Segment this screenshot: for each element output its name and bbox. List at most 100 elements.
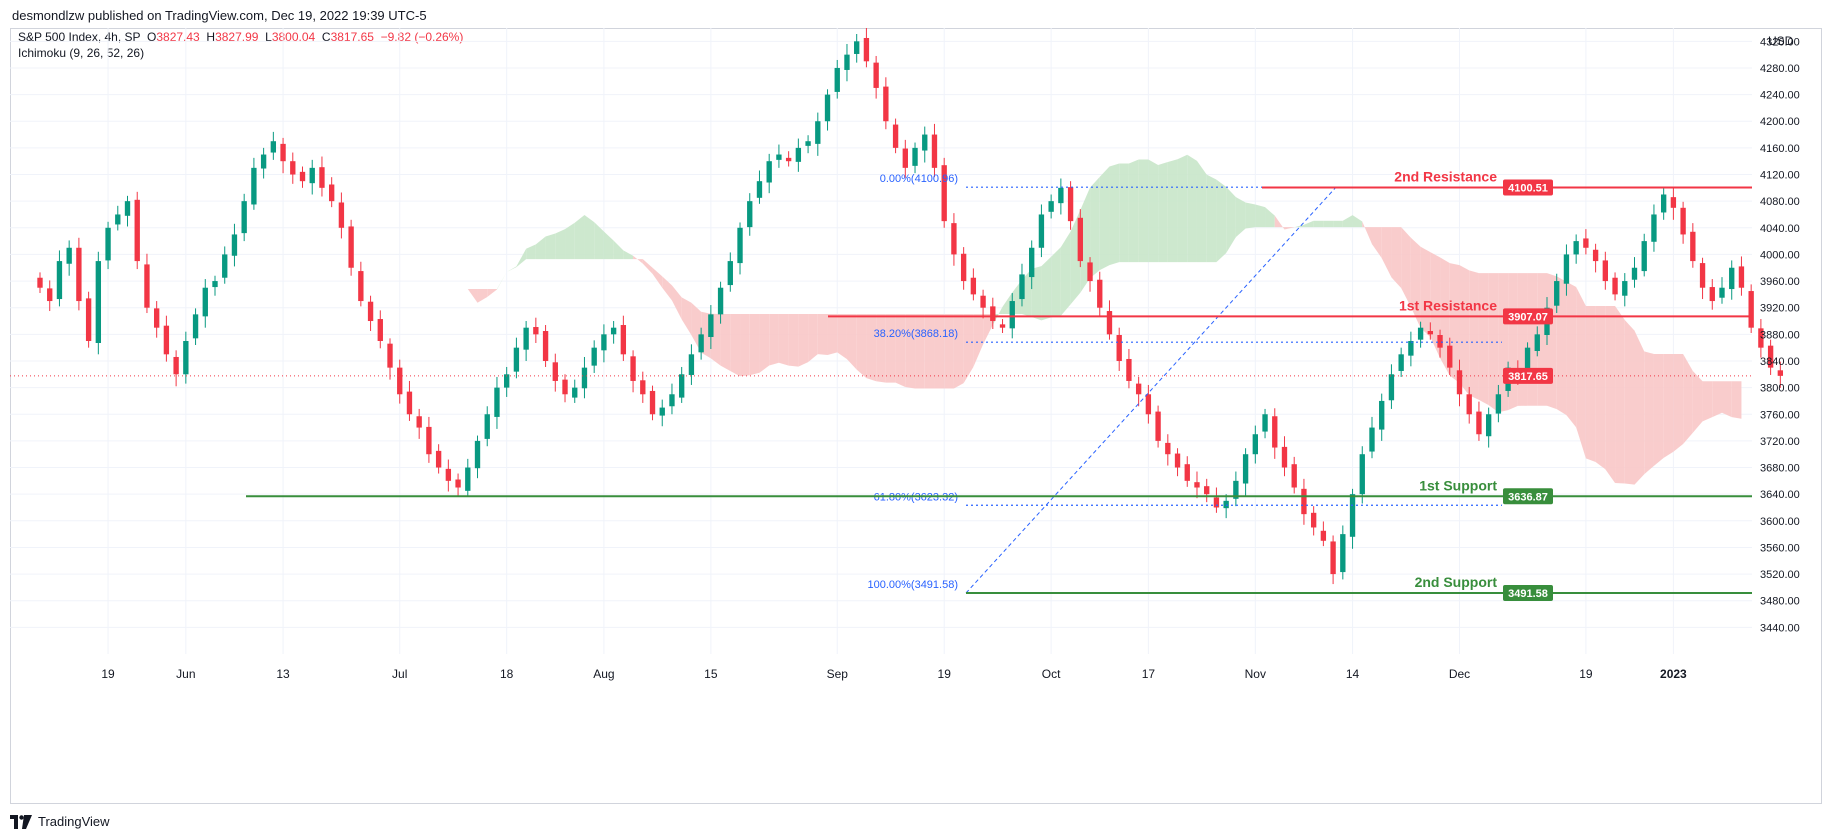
footer-brand: TradingView [38,814,110,829]
bearish-cloud-segment [740,314,750,377]
candle-body [231,234,238,256]
bullish-cloud-segment [1051,247,1061,318]
bearish-cloud-segment [1498,273,1509,413]
bearish-cloud-segment [953,314,964,389]
candle-body [805,141,811,146]
bullish-cloud-segment [1303,220,1314,228]
time-tick-label: 13 [276,667,290,681]
bearish-cloud-segment [1401,227,1411,308]
candle-body [192,314,199,339]
candle-body [513,347,520,372]
bearish-cloud-segment [788,314,799,367]
candle-body [76,247,82,302]
candle-body [115,214,121,225]
bearish-cloud-segment [778,314,789,366]
candle-body [640,380,646,395]
candle-body [630,356,636,381]
candle-body [912,147,918,166]
bullish-cloud-segment [1031,266,1042,321]
candle-body [795,147,802,162]
candle-body [533,327,539,335]
chart-frame[interactable] [10,28,1822,804]
candle-body [1204,486,1210,495]
time-tick-label: Jul [392,667,407,681]
bearish-cloud-segment [983,314,993,345]
candle-body [95,261,102,343]
candle-body [824,94,831,122]
bearish-cloud-segment [1624,320,1635,485]
candle-body [649,390,656,415]
indicator-legend: Ichimoku (9, 26, 52, 26) [18,46,145,60]
bullish-cloud-segment [419,276,429,290]
price-tick-label: 4320.00 [1760,36,1800,48]
candle-body [1213,497,1220,508]
footer: TradingView [10,814,110,829]
candle-body [1106,311,1113,335]
candle-body [1767,345,1774,368]
price-tick-label: 3480.00 [1760,596,1800,608]
level-price-label: 3491.58 [1508,588,1548,600]
bearish-cloud-segment [1391,227,1402,289]
price-tick-label: 3720.00 [1760,436,1800,448]
bearish-cloud-segment [1381,227,1392,278]
bullish-cloud-segment [409,273,420,277]
candle-body [1126,358,1132,381]
candle-body [747,201,753,228]
bullish-cloud-segment [1099,166,1110,271]
bullish-cloud-segment [1109,163,1120,266]
bearish-cloud-segment [1595,306,1606,470]
bearish-cloud-segment [837,314,847,360]
candle-body [776,154,782,160]
bearish-cloud-segment [1478,273,1489,406]
symbol-legend: S&P 500 Index, 4h, SP O3827.43 H3827.99 … [18,30,464,44]
bearish-cloud-segment [1420,246,1431,338]
bearish-cloud-segment [1556,276,1567,416]
candle-body [1524,347,1531,373]
candle-body [922,134,928,151]
candle-body [1622,281,1628,296]
candle-body [1641,241,1647,272]
candle-body [1301,488,1307,515]
bearish-cloud-segment [1488,273,1499,413]
bearish-cloud-segment [1722,381,1732,418]
bullish-cloud-segment [380,273,391,276]
candle-body [815,121,821,144]
candle-body [766,161,772,183]
price-tick-label: 3960.00 [1760,276,1800,288]
bearish-cloud-segment [1284,227,1295,230]
candle-body [348,226,354,268]
candle-body [105,227,111,261]
candle-body [455,479,461,488]
candle-body [1456,370,1463,395]
candle-body [173,356,179,375]
time-tick-label: Dec [1449,667,1470,681]
bearish-cloud-segment [885,314,896,383]
candle-body [1019,274,1025,300]
candle-body [124,201,131,216]
bullish-cloud-segment [1333,220,1343,228]
candle-body [1330,541,1336,575]
bearish-cloud-segment [633,255,643,264]
candle-body [1612,277,1618,295]
price-tick-label: 3840.00 [1760,356,1800,368]
candle-body [1417,327,1424,340]
bullish-cloud-segment [370,275,381,281]
candle-body [163,325,170,355]
candle-body [854,41,860,54]
bearish-cloud-segment [1712,381,1722,418]
bearish-cloud-segment [895,314,906,387]
candle-body [1447,345,1453,368]
time-tick-label: Oct [1042,667,1061,681]
bullish-cloud-segment [1158,162,1168,263]
bullish-cloud-segment [1294,224,1304,228]
bearish-cloud-segment [1517,273,1528,406]
bearish-cloud-segment [681,297,692,336]
candle-body [47,288,53,302]
bullish-cloud-segment [506,266,517,273]
bearish-cloud-segment [730,314,741,377]
candle-body [445,468,452,481]
bearish-cloud-segment [1653,353,1664,466]
bullish-cloud-segment [1119,163,1129,263]
candle-body [1097,279,1103,308]
